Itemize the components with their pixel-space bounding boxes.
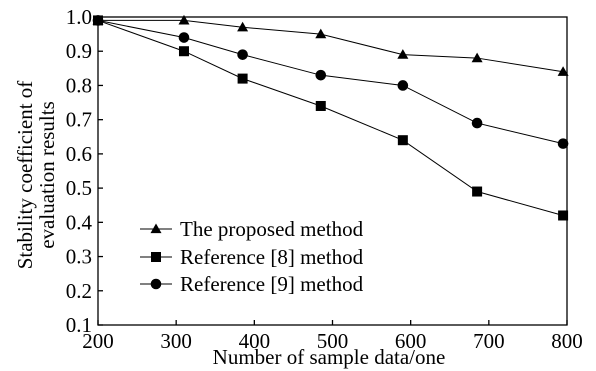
- legend: The proposed method Reference [8] method R…: [140, 217, 364, 296]
- series-triangle: [92, 14, 569, 76]
- series-line: [97, 19, 564, 145]
- series-layer: [92, 14, 569, 221]
- square-point: [178, 46, 189, 57]
- circle-point: [557, 138, 569, 149]
- legend-item: Reference [8] method: [140, 245, 364, 269]
- square-point: [472, 186, 483, 197]
- y-axis-title: Stability coefficient of evaluation resu…: [13, 81, 59, 270]
- x-tick-label: 300: [160, 329, 192, 353]
- x-tick-label: 400: [239, 329, 271, 353]
- legend-circle-marker: [150, 278, 162, 290]
- square-point: [237, 73, 248, 84]
- legend-label: Reference [9] method: [180, 272, 364, 296]
- x-tick-label: 200: [82, 329, 114, 353]
- triangle-point: [397, 49, 409, 59]
- circle-point: [471, 117, 483, 129]
- x-axis-title: Number of sample data/one: [213, 345, 446, 369]
- triangle-point: [471, 52, 483, 63]
- legend-label: Reference [8] method: [180, 245, 364, 269]
- y-axis-title-line-2: evaluation results: [35, 101, 59, 249]
- circle-point: [315, 69, 327, 81]
- triangle-point: [315, 28, 327, 39]
- x-tick-label: 800: [551, 329, 583, 353]
- triangle-point: [178, 14, 190, 25]
- y-tick-label: 0.2: [66, 279, 92, 303]
- legend-square-marker: [151, 252, 161, 262]
- axis-ticks: 200 300 400 500 600 700 800 0.1 0.2 0.3 0.4 0.5 0.6 0…: [66, 5, 583, 353]
- square-point: [315, 100, 326, 111]
- square-point: [558, 210, 569, 221]
- y-tick-label: 1.0: [66, 5, 92, 29]
- circle-point: [237, 49, 248, 60]
- legend-triangle-marker: [150, 223, 162, 234]
- square-point: [397, 135, 408, 146]
- legend-label: The proposed method: [180, 217, 364, 241]
- y-tick-label: 0.9: [66, 39, 92, 63]
- series-circle: [92, 15, 569, 149]
- x-tick-label: 700: [473, 329, 505, 353]
- y-axis-title-line-1: Stability coefficient of: [13, 81, 37, 270]
- series-line: [97, 19, 564, 216]
- y-tick-label: 0.4: [66, 210, 93, 234]
- series-line: [98, 19, 564, 73]
- y-tick-label: 0.1: [66, 313, 92, 337]
- y-tick-label: 0.6: [66, 142, 92, 166]
- y-tick-label: 0.8: [66, 73, 92, 97]
- legend-item: Reference [9] method: [140, 272, 364, 296]
- triangle-point: [557, 66, 569, 76]
- triangle-point: [237, 21, 249, 32]
- series-square: [93, 15, 569, 221]
- circle-point: [397, 80, 409, 91]
- x-tick-label: 600: [395, 329, 427, 353]
- x-tick-label: 500: [317, 329, 349, 353]
- legend-item: The proposed method: [140, 217, 364, 241]
- circle-point: [178, 32, 190, 43]
- y-tick-label: 0.5: [66, 176, 92, 200]
- y-tick-label: 0.7: [66, 108, 92, 132]
- y-tick-label: 0.3: [66, 245, 92, 269]
- circle-point: [92, 15, 104, 26]
